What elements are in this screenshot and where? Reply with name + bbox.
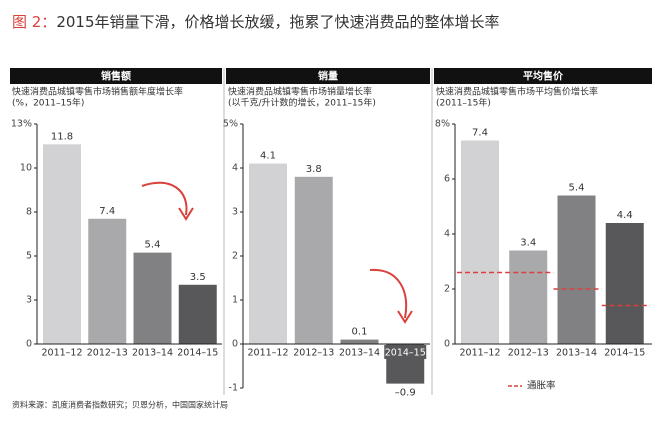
value-label: 3.4	[520, 238, 536, 249]
value-label: 7.4	[99, 206, 115, 217]
figure-title: 图 2：2015年销量下滑，价格增长放缓，拖累了快速消费品的整体增长率	[12, 13, 500, 31]
x-tick-label: 2014–15	[177, 348, 218, 359]
y-tick-label: 4	[232, 163, 238, 174]
trend-arrow	[369, 268, 407, 319]
x-tick-label: 2011–12	[459, 348, 500, 359]
value-label: 3.8	[306, 164, 322, 175]
panel-title: 平均售价	[523, 70, 564, 83]
y-tick-label: -1	[229, 383, 238, 394]
x-tick-label: 2013–14	[556, 348, 597, 359]
y-tick-label: 13%	[11, 119, 32, 130]
source: 资料来源：凯度消费者指数研究；贝恩分析，中国国家统计局	[12, 400, 228, 410]
arrowhead	[178, 207, 194, 221]
x-tick-label: 2011–12	[41, 348, 82, 359]
y-tick-label: 5	[26, 251, 32, 262]
x-tick-label: 2014–15	[604, 348, 645, 359]
y-tick-label: 3	[26, 295, 32, 306]
bar	[178, 284, 217, 344]
x-tick-label: 2011–12	[247, 348, 288, 359]
y-tick-label: 0	[444, 339, 450, 350]
figure-label: 图 2：	[12, 13, 56, 31]
value-label: 4.4	[617, 210, 633, 221]
trend-arrow	[141, 181, 188, 216]
y-tick-label: 1	[232, 295, 238, 306]
category-highlight	[384, 345, 427, 359]
bar	[133, 252, 172, 344]
y-tick-label: 3	[232, 207, 238, 218]
bar	[605, 223, 644, 344]
bar	[249, 163, 287, 344]
value-label: –0.9	[395, 388, 416, 399]
y-tick-label: 2	[444, 284, 450, 295]
panel-header	[10, 68, 222, 84]
y-tick-label: 10	[20, 163, 32, 174]
panel-note: (2011–15年)	[436, 97, 491, 109]
bar	[43, 144, 81, 344]
bar	[88, 218, 127, 344]
panel-header	[226, 68, 430, 84]
value-label: 7.4	[472, 128, 488, 139]
value-label: 11.8	[51, 131, 73, 142]
title: 2015年销量下滑，价格增长放缓，拖累了快速消费品的整体增长率	[56, 13, 499, 31]
value-label: 5.4	[145, 240, 161, 251]
x-tick-label: 2012–13	[508, 348, 549, 359]
bar	[557, 195, 596, 344]
y-tick-label: 0	[232, 339, 238, 350]
x-tick-label: 2013–14	[132, 348, 173, 359]
panel-title: 销售额	[101, 70, 131, 83]
x-tick-label: 2012–13	[293, 348, 334, 359]
panel-note: (以千克/升计数的增长，2011–15年)	[228, 97, 376, 109]
panel-subtitle: 快速消费品城镇零售市场销售额年度增长率	[12, 86, 183, 98]
bar	[294, 176, 333, 344]
y-tick-label: 8	[26, 207, 32, 218]
value-label: 5.4	[569, 183, 585, 194]
bar	[340, 339, 379, 344]
x-tick-label: 2012–13	[87, 348, 128, 359]
value-label: 0.1	[352, 327, 368, 338]
panel-subtitle: 快速消费品城镇零售市场销量增长率	[228, 86, 372, 98]
panel-header	[434, 68, 652, 84]
legend-label: 通胀率	[527, 380, 556, 392]
value-label: 3.5	[190, 272, 206, 283]
y-tick-label: 8%	[435, 119, 450, 130]
bar	[509, 250, 548, 344]
y-tick-label: 5%	[223, 119, 238, 130]
bar	[461, 140, 499, 344]
value-label: 4.1	[260, 151, 276, 162]
x-tick-label: 2014–15	[385, 348, 426, 359]
x-tick-label: 2013–14	[339, 348, 380, 359]
y-tick-label: 0	[26, 339, 32, 350]
y-tick-label: 6	[444, 174, 450, 185]
y-tick-label: 2	[232, 251, 238, 262]
panel-subtitle: 快速消费品城镇零售市场平均售价增长率	[436, 86, 598, 98]
panel-note: (%，2011–15年)	[12, 97, 84, 109]
arrowhead	[397, 310, 413, 324]
y-tick-label: 4	[444, 229, 450, 240]
panel-title: 销量	[318, 70, 338, 83]
